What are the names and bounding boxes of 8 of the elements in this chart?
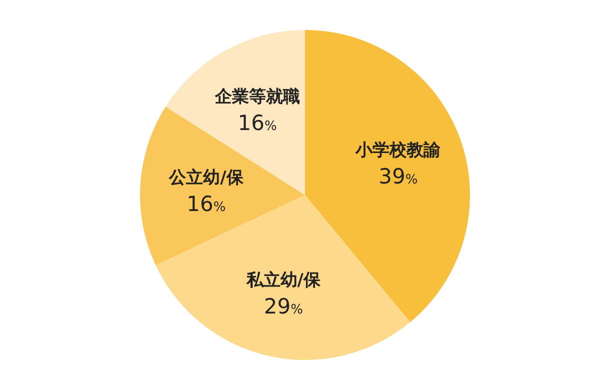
slice-label: 私立幼/保 (245, 270, 322, 291)
data-label: 16% (238, 111, 277, 136)
slice-label: 小学校教諭 (354, 140, 442, 160)
slice-label: 企業等就職 (214, 87, 300, 108)
slice-label: 公立幼/保 (168, 168, 244, 188)
data-label: 29% (264, 294, 303, 319)
data-label: 16% (186, 192, 226, 216)
data-label: 39% (378, 164, 418, 188)
